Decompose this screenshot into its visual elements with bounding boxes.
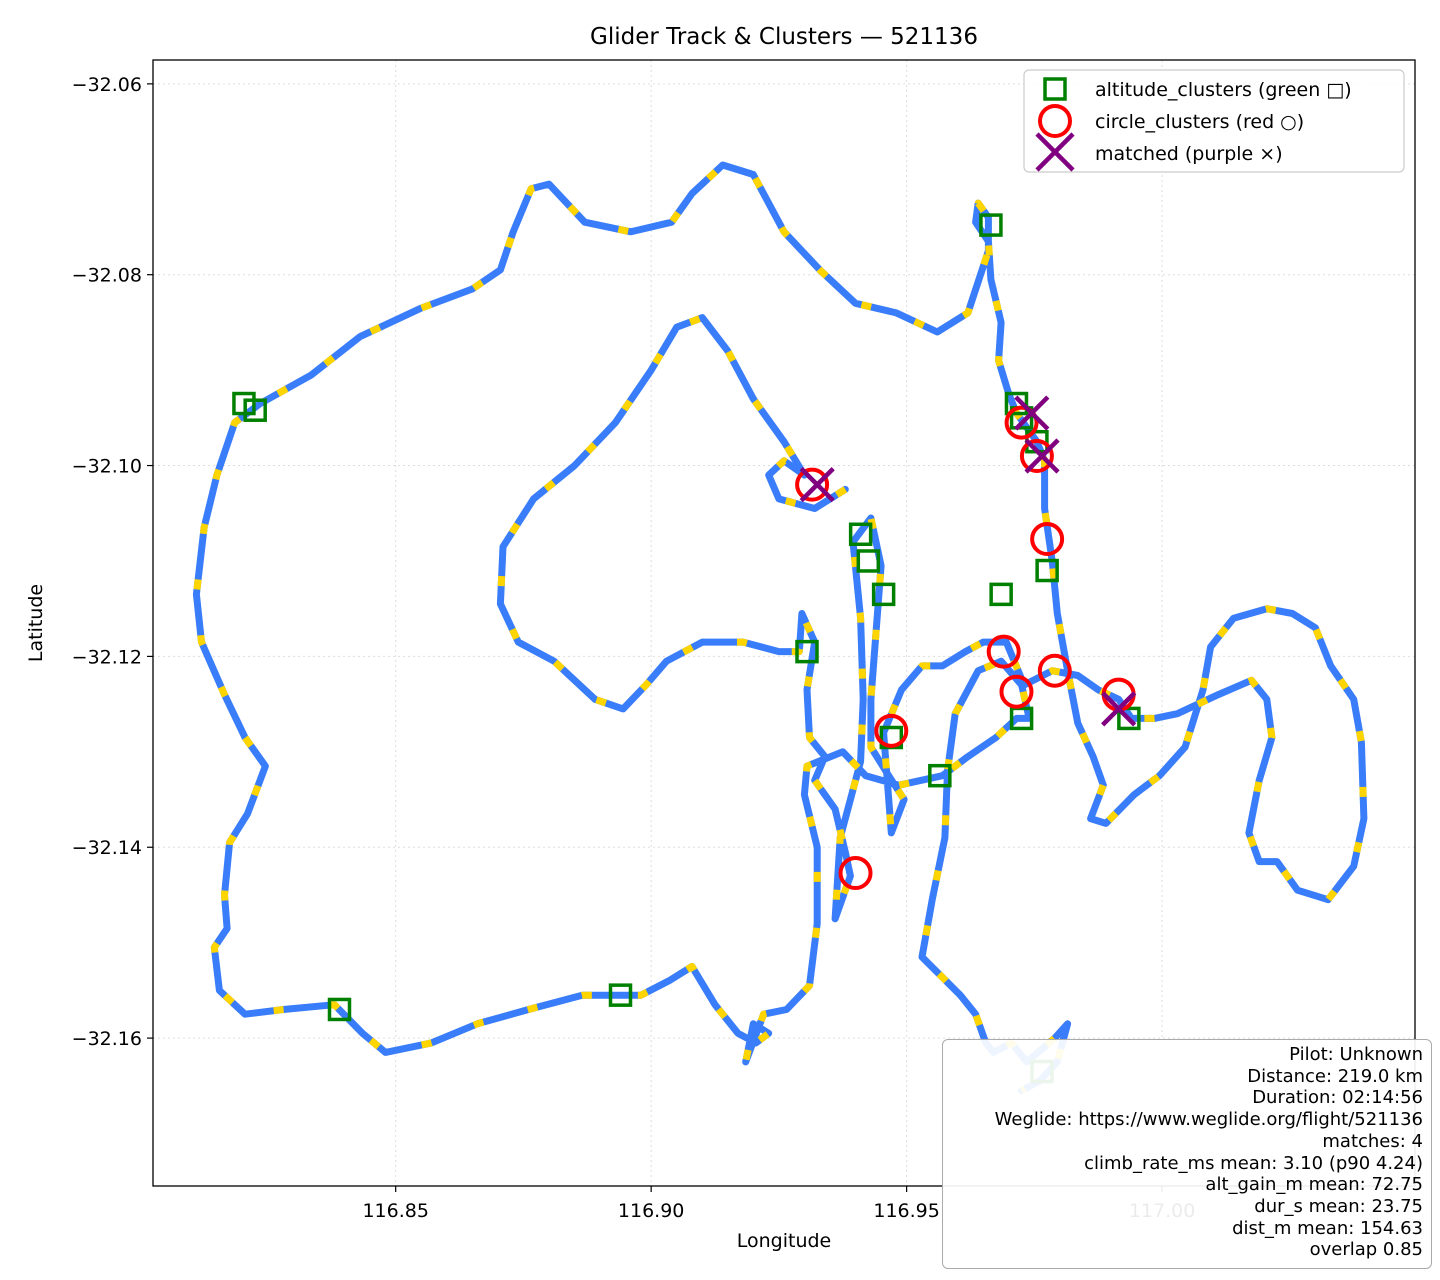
x-tick-label-2: 116.95 [873, 1200, 939, 1222]
altitude-cluster-marker-16 [928, 763, 952, 788]
stats-distance-mean: dist_m mean: 154.63 [1232, 1217, 1423, 1239]
y-tick-label-1: −32.08 [72, 265, 142, 287]
legend-frame [1023, 69, 1405, 173]
y-tick-label-2: −32.10 [72, 456, 142, 478]
legend-label-circle: circle_clusters (red ○) [1095, 111, 1304, 133]
circle-cluster-marker-4 [986, 634, 1021, 669]
y-axis-label: Latitude [25, 584, 47, 662]
altitude-cluster-marker-13 [989, 582, 1013, 607]
chart-title: Glider Track & Clusters — 521136 [590, 24, 978, 50]
y-tick-label-5: −32.16 [72, 1028, 142, 1050]
legend-label-matched: matched (purple ×) [1095, 143, 1283, 165]
stats-overlap: overlap 0.85 [1309, 1239, 1423, 1261]
altitude-cluster-marker-11 [871, 582, 896, 607]
track-segment-overlay [192, 161, 1368, 1094]
circle-cluster-marker-9 [838, 856, 873, 891]
y-tick-label-3: −32.12 [72, 646, 142, 668]
y-tick-label-4: −32.14 [72, 837, 142, 859]
matched-marker-0 [799, 467, 835, 503]
stats-distance: Distance: 219.0 km [1247, 1065, 1423, 1087]
legend: altitude_clusters (green □) circle_clust… [1023, 69, 1405, 173]
matched-marker-3 [1101, 691, 1137, 727]
x-tick-label-1: 116.90 [618, 1200, 684, 1222]
altitude-cluster-marker-17 [1117, 706, 1141, 731]
matched-marker-2 [1024, 438, 1060, 474]
altitude-cluster-marker-12 [795, 639, 819, 664]
circle-cluster-marker-6 [999, 674, 1034, 709]
altitude-cluster-marker-10 [856, 549, 881, 573]
circle-cluster-marker-0 [795, 467, 830, 502]
circle-cluster-marker-3 [1030, 522, 1065, 557]
matched-marker-1 [1014, 395, 1050, 431]
altitude-cluster-marker-3 [608, 983, 633, 1007]
cluster-markers [232, 213, 1141, 1084]
altitude-cluster-marker-9 [848, 522, 873, 547]
x-tick-label-0: 116.85 [362, 1200, 428, 1222]
stats-duration-mean: dur_s mean: 23.75 [1254, 1195, 1423, 1217]
circle-cluster-marker-2 [1019, 439, 1054, 474]
altitude-cluster-marker-2 [327, 997, 352, 1022]
circle-cluster-marker-8 [874, 713, 909, 748]
stats-climb-rate: climb_rate_ms mean: 3.10 (p90 4.24) [1084, 1152, 1423, 1174]
flight-track [192, 161, 1368, 1095]
legend-label-altitude: altitude_clusters (green □) [1095, 79, 1352, 101]
x-axis-label: Longitude [737, 1230, 832, 1252]
y-tick-label-0: −32.06 [72, 74, 142, 96]
flight-stats-box: Pilot: Unknown Distance: 219.0 km Durati… [942, 1039, 1432, 1269]
stats-matches: matches: 4 [1322, 1130, 1423, 1152]
stats-weglide-link: Weglide: https://www.weglide.org/flight/… [994, 1109, 1423, 1131]
plot-frame [152, 59, 1416, 1187]
legend-square-marker [1043, 77, 1067, 101]
stats-pilot: Pilot: Unknown [1289, 1044, 1423, 1065]
track-line [192, 161, 1368, 1095]
altitude-cluster-marker-8 [1035, 558, 1059, 583]
stats-alt-gain: alt_gain_m mean: 72.75 [1205, 1174, 1423, 1196]
legend-circle-marker [1038, 104, 1072, 138]
circle-cluster-marker-5 [1037, 653, 1072, 688]
altitude-cluster-marker-1 [243, 398, 267, 422]
legend-x-marker [1035, 132, 1075, 172]
stats-duration: Duration: 02:14:56 [1252, 1087, 1423, 1109]
altitude-cluster-marker-4 [979, 213, 1003, 237]
altitude-cluster-marker-5 [1004, 391, 1029, 416]
altitude-cluster-marker-14 [1009, 706, 1034, 731]
circle-cluster-marker-1 [1004, 405, 1039, 440]
